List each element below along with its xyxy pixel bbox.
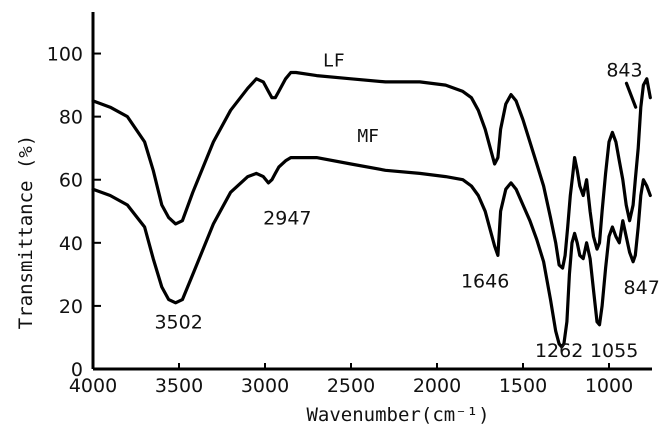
y-tick-label: 40 xyxy=(59,233,83,255)
y-tick-label: 20 xyxy=(59,296,83,318)
peak-label: 2947 xyxy=(263,208,311,230)
peak-label: 1646 xyxy=(461,271,509,293)
x-ticks: 4000 3500 3000 2500 2000 1500 1000 xyxy=(69,363,633,397)
peak-label: 1262 xyxy=(535,340,583,362)
series-line-lf xyxy=(91,70,652,270)
x-tick-label: 3000 xyxy=(241,375,289,397)
x-tick-label: 3500 xyxy=(155,375,203,397)
peak-label: 847 xyxy=(624,277,660,299)
series-labels: LF MF xyxy=(323,50,379,147)
y-tick-label: 0 xyxy=(71,359,83,381)
peak-pointer-843 xyxy=(624,81,638,109)
y-tick-label: 100 xyxy=(47,44,83,66)
peak-label: 1055 xyxy=(590,340,638,362)
x-tick-label: 4000 xyxy=(69,375,117,397)
series-label-mf: MF xyxy=(357,126,379,147)
series-label-lf: LF xyxy=(323,50,345,71)
x-tick-label: 2500 xyxy=(327,375,375,397)
y-tick-label: 60 xyxy=(59,170,83,192)
x-tick-label: 1500 xyxy=(499,375,547,397)
y-ticks: 0 20 40 60 80 100 xyxy=(47,44,101,381)
annotations: 3502 2947 1646 1262 1055 847 843 xyxy=(154,59,659,362)
x-axis-title: Wavenumber(cm⁻¹) xyxy=(306,404,489,426)
series-line-mf xyxy=(91,156,652,349)
y-axis-title: Transmittance (%) xyxy=(15,135,37,329)
peak-label: 3502 xyxy=(154,312,202,334)
curves xyxy=(91,70,652,349)
x-tick-label: 1000 xyxy=(585,375,633,397)
y-tick-label: 80 xyxy=(59,107,83,129)
peak-label: 843 xyxy=(606,59,642,81)
x-tick-label: 2000 xyxy=(413,375,461,397)
